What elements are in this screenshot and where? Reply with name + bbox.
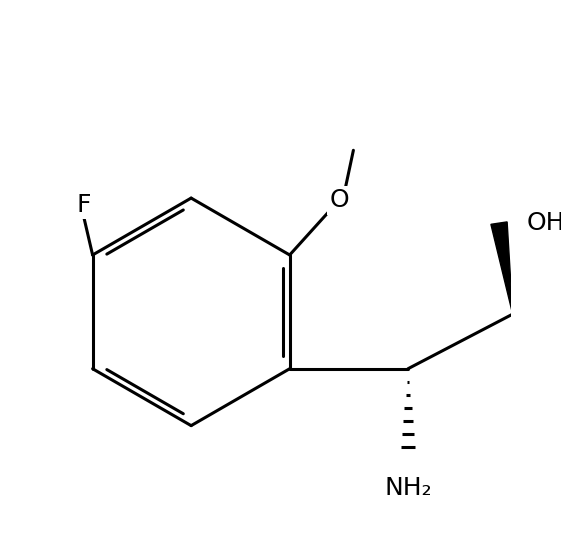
Text: OH: OH bbox=[526, 211, 561, 235]
Text: F: F bbox=[76, 193, 91, 217]
Polygon shape bbox=[491, 222, 513, 314]
Text: NH₂: NH₂ bbox=[384, 476, 432, 500]
Text: O: O bbox=[330, 188, 350, 212]
